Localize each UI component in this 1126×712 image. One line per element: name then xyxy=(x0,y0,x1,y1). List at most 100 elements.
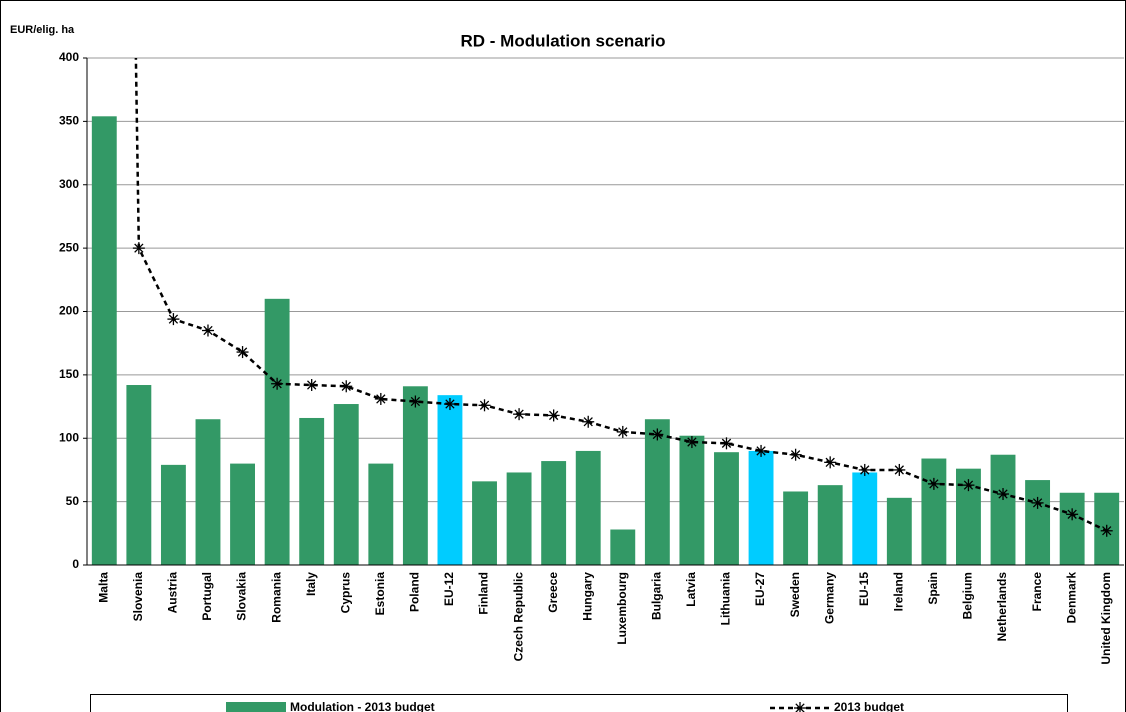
line-marker xyxy=(789,448,802,461)
y-tick-label: 400 xyxy=(59,50,79,64)
x-tick-label: Spain xyxy=(926,572,940,605)
bar xyxy=(264,298,290,565)
x-tick-label: Finland xyxy=(477,572,491,615)
line-marker xyxy=(409,395,422,408)
bar xyxy=(714,452,739,565)
x-tick-label: Lithuania xyxy=(719,572,733,626)
x-tick-label: United Kingdom xyxy=(1099,572,1113,665)
x-tick-label: Hungary xyxy=(580,572,594,621)
line-marker xyxy=(893,463,906,476)
x-tick-label: Poland xyxy=(408,572,422,612)
bar xyxy=(333,404,359,565)
x-tick-label: Ireland xyxy=(891,572,905,611)
x-tick-label: Netherlands xyxy=(995,572,1009,642)
line-marker xyxy=(547,409,560,422)
marker-stroke xyxy=(341,381,351,391)
bar xyxy=(748,450,774,565)
bar xyxy=(921,458,947,565)
bar xyxy=(506,472,532,565)
line-marker xyxy=(1100,524,1113,537)
marker-stroke xyxy=(583,417,593,427)
bar xyxy=(541,461,567,565)
marker-stroke xyxy=(1032,498,1043,508)
line-marker xyxy=(305,379,318,392)
marker-stroke xyxy=(618,427,628,437)
x-tick-label: Bulgaria xyxy=(650,572,664,620)
bar xyxy=(126,385,152,565)
line-marker xyxy=(271,377,284,390)
marker-stroke xyxy=(998,489,1008,499)
marker-stroke xyxy=(825,457,835,467)
x-tick-label: France xyxy=(1030,572,1044,612)
bar xyxy=(1059,492,1085,565)
x-tick-label: Luxembourg xyxy=(615,572,629,645)
line-marker xyxy=(132,242,145,255)
x-tick-label: Estonia xyxy=(373,572,387,616)
line-marker xyxy=(201,324,214,337)
y-tick-label: 0 xyxy=(72,557,79,571)
x-tick-label: EU-12 xyxy=(442,572,456,606)
line-marker xyxy=(1066,508,1079,521)
x-tick-label: Slovenia xyxy=(131,572,145,622)
line-marker xyxy=(443,398,456,411)
bar xyxy=(1025,480,1051,565)
bar xyxy=(402,386,428,565)
marker-stroke xyxy=(168,314,179,324)
marker-stroke xyxy=(1102,526,1112,536)
line-marker xyxy=(167,313,180,326)
x-tick-label: Slovakia xyxy=(235,572,249,621)
bar xyxy=(160,464,186,565)
bar xyxy=(472,481,497,565)
x-tick-label: Cyprus xyxy=(338,572,352,614)
legend-marker xyxy=(795,703,805,712)
bar xyxy=(368,463,394,565)
line-marker xyxy=(651,428,664,441)
legend xyxy=(90,694,1068,712)
line-marker xyxy=(1031,496,1044,509)
marker-stroke xyxy=(1067,509,1077,519)
bar xyxy=(610,529,636,565)
line xyxy=(134,58,1108,532)
y-axis-label: EUR/elig. ha xyxy=(10,24,75,36)
x-tick-label: Czech Republic xyxy=(511,572,525,662)
bar xyxy=(783,491,809,565)
bar xyxy=(195,419,221,565)
marker-stroke xyxy=(203,325,213,336)
marker-stroke xyxy=(479,400,490,410)
line-marker xyxy=(616,425,629,438)
line-marker xyxy=(755,444,768,457)
marker-stroke xyxy=(410,396,421,407)
bar xyxy=(230,463,255,565)
marker-stroke xyxy=(445,399,455,409)
x-tick-label: Austria xyxy=(166,572,180,614)
line-marker xyxy=(582,415,595,428)
marker-stroke xyxy=(894,465,904,475)
line-marker xyxy=(927,477,940,490)
marker-stroke xyxy=(272,379,282,389)
bar xyxy=(886,497,912,565)
x-tick-label: Italy xyxy=(304,572,318,596)
line-marker xyxy=(374,392,387,405)
bar xyxy=(679,435,705,565)
marker-stroke xyxy=(860,465,870,475)
y-tick-label: 100 xyxy=(59,430,79,444)
marker-stroke xyxy=(548,410,559,421)
x-tick-label: Malta xyxy=(96,572,110,603)
line-marker xyxy=(858,463,871,476)
bar xyxy=(990,454,1016,565)
legend-swatch xyxy=(226,702,286,712)
plot-area xyxy=(91,58,1120,566)
x-tick-label: Latvia xyxy=(684,572,698,607)
bar xyxy=(817,485,843,565)
x-tick-label: Greece xyxy=(546,572,560,613)
y-tick-label: 250 xyxy=(59,240,79,254)
bar xyxy=(575,450,601,565)
line-marker xyxy=(720,437,733,450)
y-tick-label: 150 xyxy=(59,367,79,381)
x-tick-label: Sweden xyxy=(788,572,802,617)
x-tick-label: EU-27 xyxy=(753,572,767,606)
bar xyxy=(91,116,117,566)
x-tick-label: Germany xyxy=(822,572,836,624)
